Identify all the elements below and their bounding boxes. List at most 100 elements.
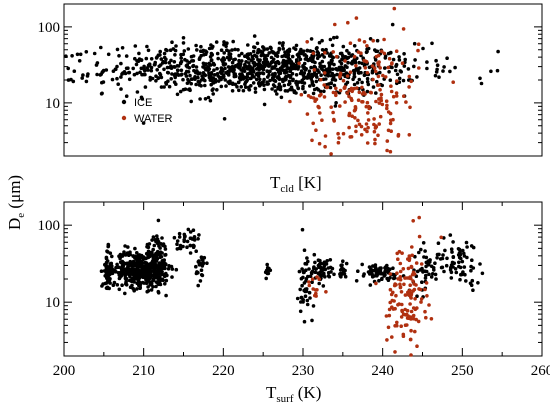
data-point-ice [231,39,235,44]
data-point-water [365,44,369,48]
data-point-ice [360,61,364,66]
data-point-ice [354,279,359,283]
data-point-ice [115,47,120,52]
data-point-ice [457,264,461,269]
data-point-water [387,56,392,61]
data-point-water [394,283,398,287]
data-point-ice [188,251,193,255]
data-point-ice [306,58,311,63]
data-point-ice [165,48,169,53]
data-point-water [352,86,356,91]
data-point-ice [152,62,157,67]
data-point-ice [123,267,128,272]
data-point-water [413,297,417,301]
data-point-ice [135,287,139,291]
data-point-water [399,315,404,319]
data-point-ice [111,69,116,73]
data-point-ice [128,285,133,290]
data-point-ice [151,235,156,239]
data-point-ice [347,51,351,55]
data-point-ice [236,48,240,52]
data-point-water [345,91,350,95]
data-point-ice [84,50,89,54]
data-point-ice [312,87,317,92]
data-point-ice [154,74,158,78]
data-point-water [315,275,319,279]
data-point-ice [258,83,263,87]
data-point-ice [357,60,362,65]
data-point-water [372,122,376,127]
data-point-ice [370,69,375,73]
data-point-water [425,294,429,298]
data-point-ice [192,244,196,248]
data-point-ice [341,259,345,264]
data-point-ice [357,77,362,82]
data-point-ice [246,57,251,61]
data-point-ice [335,72,339,77]
data-point-ice [301,298,306,302]
data-point-ice [270,60,274,64]
data-point-ice [148,75,153,80]
data-point-water [322,83,327,87]
data-point-ice [299,300,303,304]
data-point-water [419,297,424,301]
data-point-ice [277,46,282,51]
data-point-ice [148,263,153,268]
data-point-ice [445,56,449,60]
data-point-ice [95,61,100,65]
data-point-ice [451,240,455,244]
data-point-ice [419,247,423,252]
data-point-ice [207,67,212,71]
data-point-ice [434,277,438,281]
data-point-ice [176,64,181,68]
data-point-ice [284,74,289,79]
data-point-water [380,102,385,107]
data-point-ice [461,248,465,253]
data-point-ice [153,268,157,273]
data-point-ice [123,244,127,248]
data-point-water [322,95,327,99]
data-point-water [365,100,370,105]
data-point-water [414,261,419,265]
data-point-ice [137,51,141,56]
data-point-ice [241,75,245,79]
data-point-water [374,69,378,74]
data-point-water [405,323,409,327]
data-point-ice [237,53,241,58]
data-point-ice [287,66,291,71]
data-point-water [391,290,395,295]
data-point-ice [119,274,124,278]
data-point-ice [311,54,316,59]
data-point-water [350,89,355,94]
data-point-water [360,100,364,104]
data-point-ice [437,75,441,79]
data-point-ice [320,59,325,64]
data-point-ice [360,262,365,267]
data-point-water [356,118,360,123]
data-point-water [395,271,399,276]
data-point-water [408,288,412,293]
data-point-water [406,314,411,318]
data-point-ice [243,82,247,86]
data-point-ice [160,270,164,274]
data-point-ice [384,266,388,270]
data-point-ice [339,51,344,56]
data-point-water [388,287,393,292]
data-point-ice [300,227,305,232]
data-point-water [375,83,380,87]
data-point-ice [479,81,484,86]
data-point-ice [170,40,174,44]
data-point-ice [169,77,173,81]
shared-y-axis-title: De (μm) [5,175,27,230]
data-point-ice [303,289,308,294]
data-point-ice [85,74,90,78]
data-point-water [319,77,323,82]
data-point-ice [119,75,123,79]
bottom-x-tick-label: 250 [451,363,474,379]
data-point-ice [186,70,191,74]
data-point-ice [244,64,248,69]
data-point-ice [253,90,258,94]
data-point-ice [365,89,370,94]
data-point-water [394,94,399,98]
data-point-ice [149,288,154,292]
